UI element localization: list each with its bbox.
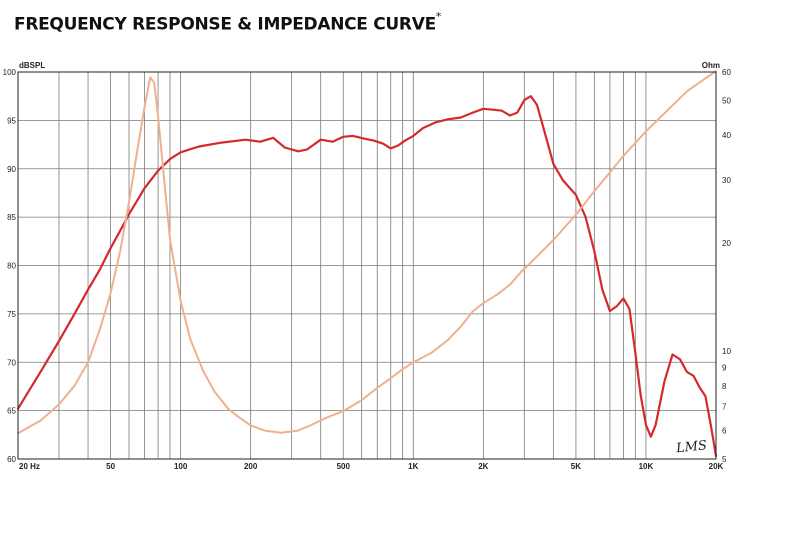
y-tick-label: 95 xyxy=(7,116,16,125)
y2-tick-label: 40 xyxy=(722,131,731,140)
y2-tick-label: 20 xyxy=(722,239,731,248)
series xyxy=(16,70,718,458)
y-axis-label: dBSPL xyxy=(19,61,45,70)
spl-line xyxy=(16,95,718,458)
y2-tick-label: 10 xyxy=(722,347,731,356)
y-tick-label: 65 xyxy=(7,407,16,416)
impedance-line xyxy=(17,70,717,435)
y-tick-label: 70 xyxy=(7,358,16,367)
y2-tick-label: 30 xyxy=(722,176,731,185)
y2-tick-label: 6 xyxy=(722,427,727,436)
y2-tick-label: 7 xyxy=(722,403,727,412)
y2-tick-label: 60 xyxy=(722,68,731,77)
y-tick-label: 100 xyxy=(3,68,17,77)
brand-signature: LMS xyxy=(674,438,707,456)
x-tick-label: 20 Hz xyxy=(19,462,40,471)
y2-axis-label: Ohm xyxy=(702,61,720,70)
x-tick-label: 5K xyxy=(571,462,581,471)
y2-tick-label: 9 xyxy=(722,363,727,372)
y2-tick-label: 50 xyxy=(722,96,731,105)
x-tick-label: 2K xyxy=(478,462,488,471)
y-tick-label: 85 xyxy=(7,213,16,222)
y2-tick-label: 8 xyxy=(722,382,727,391)
plot-frame xyxy=(17,71,717,460)
x-tick-label: 200 xyxy=(244,462,258,471)
x-tick-label: 50 xyxy=(106,462,115,471)
chart-title-text: FREQUENCY RESPONSE & IMPEDANCE CURVE xyxy=(14,14,436,35)
x-tick-label: 10K xyxy=(639,462,654,471)
title-asterisk: * xyxy=(435,10,442,23)
y-tick-label: 60 xyxy=(7,455,16,464)
x-tick-label: 100 xyxy=(174,462,188,471)
y2-tick-label: 5 xyxy=(722,455,727,464)
x-tick-label: 20K xyxy=(709,462,724,471)
y-tick-label: 75 xyxy=(7,310,16,319)
grid xyxy=(18,72,716,459)
x-tick-label: 500 xyxy=(337,462,351,471)
tick-labels: 20 Hz 50 100 200 500 1K 2K 5K 10K 20K100959085807… xyxy=(3,68,732,471)
x-tick-label: 1K xyxy=(408,462,418,471)
y-tick-label: 90 xyxy=(7,165,16,174)
chart-title: FREQUENCY RESPONSE & IMPEDANCE CURVE* xyxy=(14,10,442,35)
y-tick-label: 80 xyxy=(7,262,16,271)
